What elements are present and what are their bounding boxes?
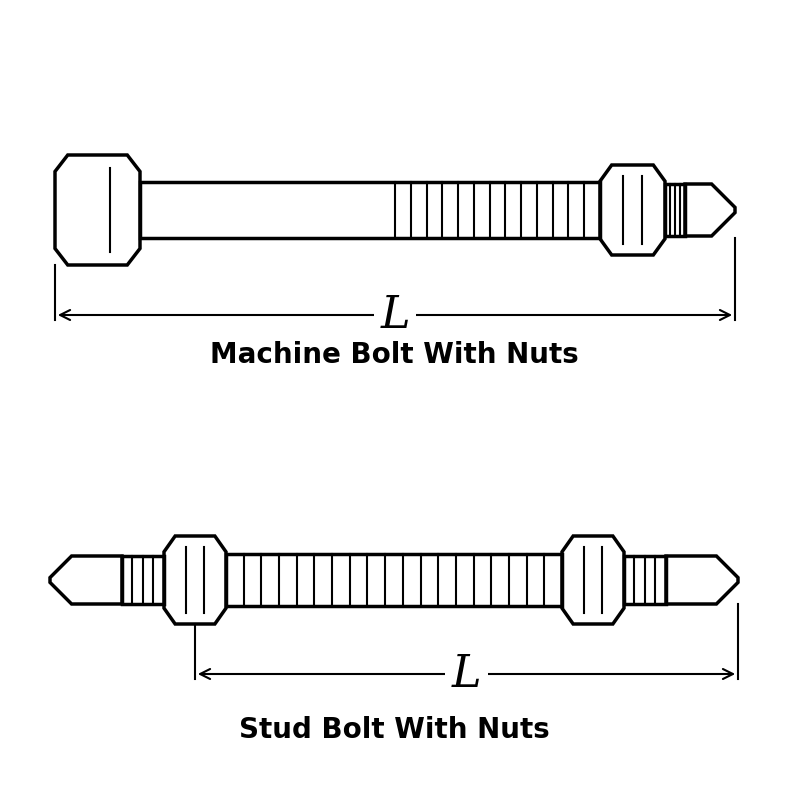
- Text: Stud Bolt With Nuts: Stud Bolt With Nuts: [239, 716, 549, 744]
- Text: L: L: [381, 293, 410, 336]
- Text: Machine Bolt With Nuts: Machine Bolt With Nuts: [210, 341, 578, 369]
- Bar: [665, 184, 685, 236]
- Bar: [122, 556, 164, 604]
- Text: L: L: [452, 652, 481, 696]
- Bar: [140, 182, 600, 238]
- Bar: [624, 556, 666, 604]
- Bar: [226, 554, 562, 606]
